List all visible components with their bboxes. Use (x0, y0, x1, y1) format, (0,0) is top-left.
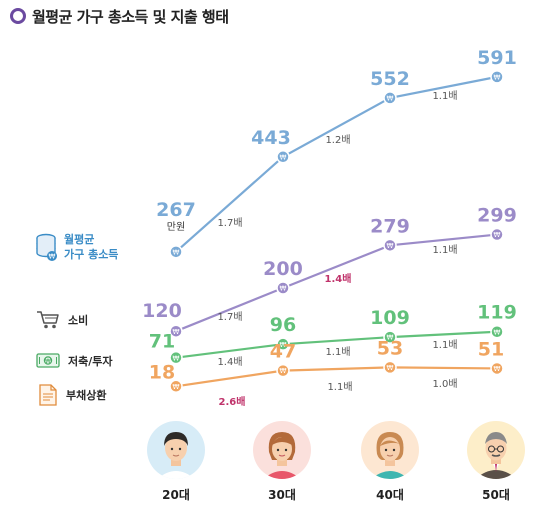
svg-text:₩: ₩ (173, 383, 180, 391)
series-line-income (175, 75, 498, 253)
svg-text:₩: ₩ (387, 95, 394, 103)
value-label-income-0: 267 (156, 199, 196, 221)
chart-title: 월평균 가구 총소득 및 지출 행태 (32, 7, 229, 26)
age-label-50s: 50대 (482, 488, 510, 502)
svg-text:₩: ₩ (280, 153, 287, 161)
young-man-avatar-icon (147, 421, 205, 479)
age-group-20s: 20대 (142, 420, 210, 503)
growth-label-savings-2: 1.1배 (432, 339, 457, 351)
svg-text:₩: ₩ (45, 358, 51, 365)
svg-text:₩: ₩ (494, 231, 501, 239)
value-label-income-3: 591 (477, 47, 517, 69)
value-label-income-2: 552 (370, 68, 410, 90)
svg-text:₩: ₩ (173, 328, 180, 336)
legend-label-income-line1: 월평균 (64, 233, 95, 246)
value-label-consumption-3: 299 (477, 205, 517, 227)
age-group-40s: 40대 (356, 420, 424, 503)
legend-item-savings: ₩ 저축/투자 (36, 352, 113, 370)
value-label-debt-3: 51 (478, 338, 504, 360)
title-bullet-icon (10, 8, 26, 24)
growth-label-income-2: 1.1배 (432, 90, 457, 102)
series-line-debt (175, 366, 498, 388)
age-label-40s: 40대 (376, 488, 404, 502)
data-point-savings-2: ₩ (383, 330, 397, 344)
growth-label-consumption-1: 1.4배 (325, 272, 352, 285)
legend-label-debt: 부채상환 (66, 388, 107, 402)
growth-label-debt-0: 2.6배 (219, 395, 246, 408)
data-point-consumption-1: ₩ (276, 281, 290, 295)
shopping-cart-icon (37, 311, 59, 329)
data-point-savings-0: ₩ (169, 350, 183, 365)
value-label-consumption-1: 200 (263, 258, 303, 280)
growth-label-income-1: 1.2배 (325, 134, 350, 146)
data-point-debt-1: ₩ (276, 363, 290, 378)
age-label-30s: 30대 (268, 488, 296, 502)
series-line-consumption (175, 233, 498, 333)
legend-label-consumption: 소비 (68, 313, 89, 327)
growth-label-savings-1: 1.1배 (325, 346, 350, 358)
legend-label-savings: 저축/투자 (68, 354, 113, 368)
value-label-savings-0: 71 (149, 331, 175, 353)
svg-text:₩: ₩ (494, 328, 501, 336)
svg-text:₩: ₩ (173, 354, 180, 362)
age-group-30s: 30대 (248, 420, 316, 503)
age-group-50s: 50대 (462, 420, 530, 503)
svg-text:₩: ₩ (387, 364, 394, 372)
value-label-debt-1: 47 (270, 341, 296, 363)
value-label-savings-3: 119 (477, 302, 517, 324)
woman-40s-avatar-icon (361, 421, 419, 479)
data-point-savings-1: ₩ (276, 337, 290, 351)
value-label-income-1: 443 (251, 127, 291, 149)
data-point-consumption-2: ₩ (383, 238, 397, 253)
legend-label-income-line2: 가구 총소득 (64, 248, 119, 261)
data-point-income-2: ₩ (383, 91, 397, 105)
banknote-icon: ₩ (36, 353, 60, 368)
growth-label-savings-0: 1.4배 (217, 356, 242, 368)
data-point-income-3: ₩ (490, 70, 504, 84)
value-label-consumption-0: 120 (142, 300, 182, 322)
age-label-20s: 20대 (162, 488, 190, 502)
svg-text:₩: ₩ (280, 367, 287, 375)
coin-stack-icon: ₩ (36, 233, 57, 261)
value-label-debt-2: 53 (377, 337, 403, 359)
svg-text:₩: ₩ (280, 341, 287, 349)
data-point-debt-2: ₩ (383, 360, 397, 375)
man-50s-avatar-icon (467, 421, 525, 479)
growth-label-debt-1: 1.1배 (327, 381, 352, 393)
series-line-savings (175, 330, 498, 359)
legend-item-debt: 부채상환 (38, 384, 106, 406)
svg-text:₩: ₩ (494, 73, 501, 81)
value-label-savings-2: 109 (370, 307, 410, 329)
value-label-savings-1: 96 (270, 314, 296, 336)
growth-label-debt-2: 1.0배 (432, 378, 457, 390)
svg-text:₩: ₩ (173, 248, 180, 256)
data-point-consumption-0: ₩ (169, 324, 183, 338)
unit-label-income: 만원 (167, 221, 185, 233)
svg-text:₩: ₩ (387, 334, 394, 342)
growth-label-consumption-2: 1.1배 (432, 244, 457, 256)
data-point-debt-3: ₩ (490, 361, 504, 376)
line-chart: ₩ ₩ ₩ ₩267 443 552 591 만원 1.7배 1.2배 1.1배 ₩ ₩ ₩ ₩120 200… (142, 47, 517, 408)
debt-document-icon (39, 384, 57, 406)
svg-text:₩: ₩ (49, 253, 56, 261)
value-label-consumption-2: 279 (370, 215, 410, 237)
woman-30s-avatar-icon (253, 421, 311, 479)
data-point-debt-0: ₩ (169, 379, 183, 394)
data-point-savings-3: ₩ (490, 324, 504, 339)
legend-item-income: ₩ 월평균 가구 총소득 (34, 232, 118, 262)
growth-label-income-0: 1.7배 (217, 217, 242, 229)
svg-text:₩: ₩ (280, 285, 287, 293)
svg-text:₩: ₩ (494, 365, 501, 373)
data-point-income-1: ₩ (276, 150, 290, 164)
title-row: 월평균 가구 총소득 및 지출 행태 (10, 5, 229, 27)
data-point-consumption-3: ₩ (490, 227, 504, 242)
value-label-debt-0: 18 (149, 361, 175, 383)
legend-item-consumption: 소비 (36, 310, 88, 330)
svg-text:₩: ₩ (387, 242, 394, 250)
data-point-income-0: ₩ (169, 245, 183, 259)
growth-label-consumption-0: 1.7배 (217, 311, 242, 323)
